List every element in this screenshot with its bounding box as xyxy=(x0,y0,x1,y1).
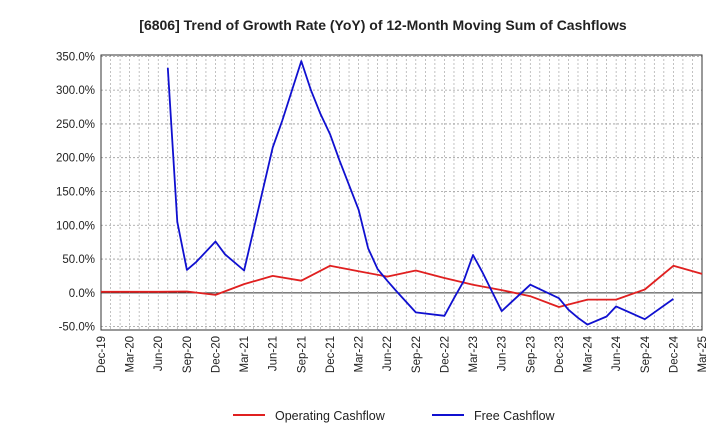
x-tick-label: Mar-23 xyxy=(468,336,480,372)
x-tick-label: Mar-25 xyxy=(697,336,709,372)
y-tick-label: -50.0% xyxy=(59,322,95,334)
x-tick-label: Sep-23 xyxy=(525,336,537,373)
x-tick-label: Jun-23 xyxy=(497,336,509,371)
chart-title: [6806] Trend of Growth Rate (YoY) of 12-… xyxy=(139,17,627,33)
y-tick-label: 50.0% xyxy=(62,254,95,266)
series-line-operating-cashflow xyxy=(101,264,703,308)
legend: Operating Cashflow Free Cashflow xyxy=(233,409,556,423)
x-tick-label: Dec-20 xyxy=(210,336,222,373)
series-line-free-cashflow xyxy=(166,60,674,326)
y-tick-label: 200.0% xyxy=(56,153,95,165)
x-tick-label: Dec-21 xyxy=(325,336,337,373)
y-tick-label: 0.0% xyxy=(69,288,95,300)
x-tick-label: Dec-22 xyxy=(439,336,451,373)
y-tick-label: 100.0% xyxy=(56,220,95,232)
x-axis-tick-labels: Dec-19 Mar-20 Jun-20 Sep-20 Dec-20 Mar-21 Jun-… xyxy=(96,335,709,373)
x-tick-label: Jun-24 xyxy=(611,335,623,371)
x-tick-label: Mar-24 xyxy=(583,335,595,372)
x-tick-label: Jun-22 xyxy=(382,336,394,371)
plot-area xyxy=(100,54,703,331)
y-tick-label: 300.0% xyxy=(56,85,95,97)
grid-lines xyxy=(101,55,702,330)
x-tick-label: Mar-22 xyxy=(354,336,366,372)
legend-label-operating-cashflow: Operating Cashflow xyxy=(275,409,386,423)
y-tick-label: 350.0% xyxy=(56,51,95,63)
x-tick-label: Mar-20 xyxy=(125,336,137,372)
x-tick-label: Sep-24 xyxy=(640,335,652,373)
y-tick-label: 250.0% xyxy=(56,119,95,131)
x-tick-label: Dec-24 xyxy=(668,335,680,373)
y-tick-label: 150.0% xyxy=(56,186,95,198)
x-tick-label: Sep-20 xyxy=(182,336,194,373)
x-tick-label: Jun-20 xyxy=(153,336,165,371)
x-tick-label: Jun-21 xyxy=(268,336,280,371)
x-tick-label: Mar-21 xyxy=(239,336,251,372)
x-tick-label: Dec-23 xyxy=(554,336,566,373)
x-tick-label: Sep-22 xyxy=(411,336,423,373)
x-tick-label: Sep-21 xyxy=(296,336,308,373)
legend-label-free-cashflow: Free Cashflow xyxy=(474,409,556,423)
y-axis-tick-labels: 350.0% 300.0% 250.0% 200.0% 150.0% 100.0% 50.0… xyxy=(56,51,95,333)
series-lines xyxy=(101,60,703,326)
x-tick-label: Dec-19 xyxy=(96,336,108,373)
